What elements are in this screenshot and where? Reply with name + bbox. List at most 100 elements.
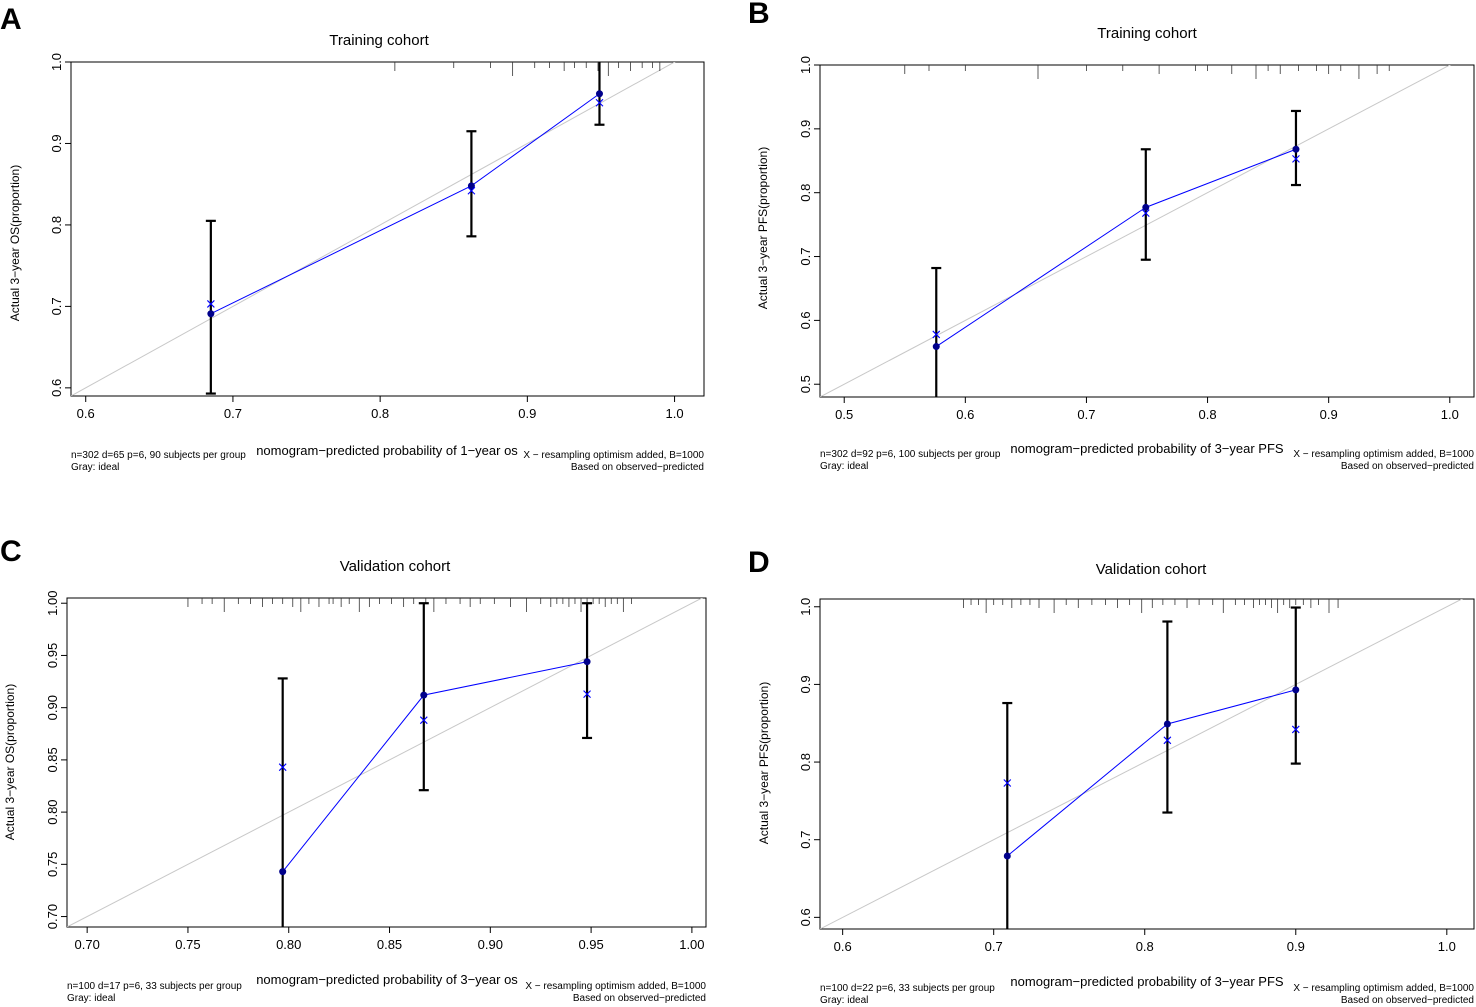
panel-letter: B bbox=[748, 0, 770, 30]
plot-frame bbox=[66, 597, 707, 928]
x-stroke bbox=[1163, 736, 1172, 745]
plot-frame bbox=[819, 598, 1475, 930]
y-tick-label: 0.7 bbox=[798, 831, 813, 849]
x-tick-label: 0.7 bbox=[224, 406, 242, 421]
x-tick-label: 0.6 bbox=[834, 939, 852, 954]
y-tick-label: 1.00 bbox=[45, 591, 60, 616]
bias-corrected-marker bbox=[206, 300, 215, 308]
y-tick-label: 0.7 bbox=[49, 297, 64, 315]
x-stroke bbox=[1003, 779, 1012, 787]
x-tick-label: 0.5 bbox=[835, 407, 853, 422]
x-tick-label: 0.85 bbox=[377, 937, 402, 952]
x-stroke bbox=[206, 300, 215, 308]
observed-point bbox=[595, 90, 603, 98]
x-tick-label: 0.80 bbox=[276, 937, 301, 952]
x-stroke bbox=[932, 330, 941, 339]
bias-corrected-marker bbox=[1291, 725, 1300, 734]
bias-corrected-marker bbox=[278, 763, 287, 772]
footnote-left-2: Gray: ideal bbox=[820, 461, 868, 472]
y-tick-label: 0.80 bbox=[45, 799, 60, 824]
panel-d: D Validation cohort 0.6 0.7 0.8 0.9 1.00.60.… bbox=[748, 546, 1475, 1006]
y-tick-label: 0.9 bbox=[798, 120, 813, 138]
observed-point bbox=[1163, 720, 1171, 728]
x-tick-label: 0.6 bbox=[77, 406, 95, 421]
x-stroke bbox=[467, 186, 476, 195]
x-tick-label: 0.6 bbox=[956, 407, 974, 422]
y-tick-label: 0.9 bbox=[49, 134, 64, 152]
y-tick-label: 1.0 bbox=[798, 598, 813, 616]
observed-point bbox=[1142, 203, 1150, 211]
x-tick-label: 0.75 bbox=[175, 937, 200, 952]
footnote-right-2: Based on observed−predicted bbox=[571, 462, 704, 473]
observed-point bbox=[932, 343, 940, 351]
y-tick-label: 0.6 bbox=[798, 311, 813, 329]
plot-area: 0.70 0.75 0.80 0.85 0.90 0.95 1.00 0.70 0.75 0.80… bbox=[45, 591, 707, 952]
x-tick-label: 0.9 bbox=[1320, 407, 1338, 422]
x-stroke bbox=[1292, 154, 1300, 163]
chart-title: Training cohort bbox=[1097, 25, 1197, 42]
observed-point bbox=[467, 182, 475, 190]
y-axis-label: Actual 3−year PFS(proportion) bbox=[756, 147, 770, 309]
bias-corrected-marker bbox=[467, 186, 476, 195]
footnote-left-1: n=100 d=17 p=6, 33 subjects per group bbox=[67, 981, 242, 992]
bias-corrected-marker bbox=[1141, 209, 1150, 218]
y-tick-label: 0.95 bbox=[45, 643, 60, 668]
ideal-line bbox=[820, 599, 1464, 929]
panel-a: A Training cohort 0.6 0.7 0.8 0.9 1.00.60.70… bbox=[0, 3, 705, 473]
y-tick-label: 0.8 bbox=[798, 184, 813, 202]
chart-title: Validation cohort bbox=[340, 558, 451, 575]
footnote-right-1: X − resampling optimism added, B=1000 bbox=[525, 981, 706, 992]
calibration-line bbox=[282, 661, 588, 872]
bias-corrected-marker bbox=[932, 330, 941, 339]
y-axis-label: Actual 3−year PFS(proportion) bbox=[757, 682, 771, 844]
bias-corrected-marker bbox=[1292, 154, 1300, 163]
ideal-line bbox=[67, 598, 704, 927]
chart-title: Validation cohort bbox=[1096, 561, 1207, 578]
x-stroke bbox=[583, 690, 591, 698]
x-tick-label: 0.9 bbox=[518, 406, 536, 421]
y-tick-label: 1.0 bbox=[798, 56, 813, 74]
y-tick-label: 0.75 bbox=[45, 852, 60, 877]
footnote-left-1: n=100 d=22 p=6, 33 subjects per group bbox=[820, 983, 995, 994]
observed-point bbox=[1292, 686, 1300, 694]
ideal-line bbox=[820, 65, 1451, 397]
y-tick-label: 0.8 bbox=[49, 216, 64, 234]
footnote-right-1: X − resampling optimism added, B=1000 bbox=[1293, 983, 1474, 994]
x-tick-label: 0.70 bbox=[75, 937, 100, 952]
panel-c: C Validation cohort 0.70 0.75 0.80 0.85 0.90… bbox=[0, 535, 707, 1004]
plot-area: 0.6 0.7 0.8 0.9 1.0 0.6 0.7 0.8 0.9 1.0 bbox=[49, 53, 705, 421]
y-tick-label: 0.85 bbox=[45, 747, 60, 772]
x-tick-label: 0.8 bbox=[371, 406, 389, 421]
footnote-left-2: Gray: ideal bbox=[71, 462, 119, 473]
x-tick-label: 0.8 bbox=[1199, 407, 1217, 422]
y-tick-label: 0.5 bbox=[798, 375, 813, 393]
x-stroke bbox=[595, 98, 604, 107]
x-stroke bbox=[278, 763, 287, 772]
footnote-right-2: Based on observed−predicted bbox=[573, 993, 706, 1004]
panel-b: B Training cohort 0.5 0.6 0.7 0.8 0.9 1.0 0.5 0… bbox=[748, 0, 1475, 472]
plot-area: 0.6 0.7 0.8 0.9 1.0 0.6 0.7 0.8 0.9 1.0 bbox=[798, 598, 1475, 954]
bias-corrected-marker bbox=[1163, 736, 1172, 745]
calibration-line bbox=[1006, 689, 1296, 857]
panel-letter: D bbox=[748, 546, 770, 579]
footnote-right-2: Based on observed−predicted bbox=[1341, 995, 1474, 1006]
y-tick-label: 0.90 bbox=[45, 695, 60, 720]
x-stroke bbox=[1291, 725, 1300, 734]
bias-corrected-marker bbox=[595, 98, 604, 107]
x-tick-label: 1.0 bbox=[666, 406, 684, 421]
observed-point bbox=[1292, 145, 1300, 153]
observed-point bbox=[279, 868, 287, 876]
x-tick-label: 0.7 bbox=[1077, 407, 1095, 422]
observed-point bbox=[207, 310, 215, 318]
x-tick-label: 0.8 bbox=[1136, 939, 1154, 954]
x-stroke bbox=[419, 716, 428, 725]
y-tick-label: 0.8 bbox=[798, 753, 813, 771]
plot-area: 0.5 0.6 0.7 0.8 0.9 1.0 0.5 0.6 0.7 0.8 0.9 1.0 bbox=[798, 56, 1475, 422]
x-axis-label: nomogram−predicted probability of 1−year… bbox=[256, 443, 518, 458]
y-axis-label: Actual 3−year OS(proportion) bbox=[3, 684, 17, 840]
x-stroke bbox=[1141, 209, 1150, 218]
calibration-line bbox=[210, 93, 600, 315]
observed-point bbox=[1003, 852, 1011, 860]
x-tick-label: 1.0 bbox=[1438, 939, 1456, 954]
